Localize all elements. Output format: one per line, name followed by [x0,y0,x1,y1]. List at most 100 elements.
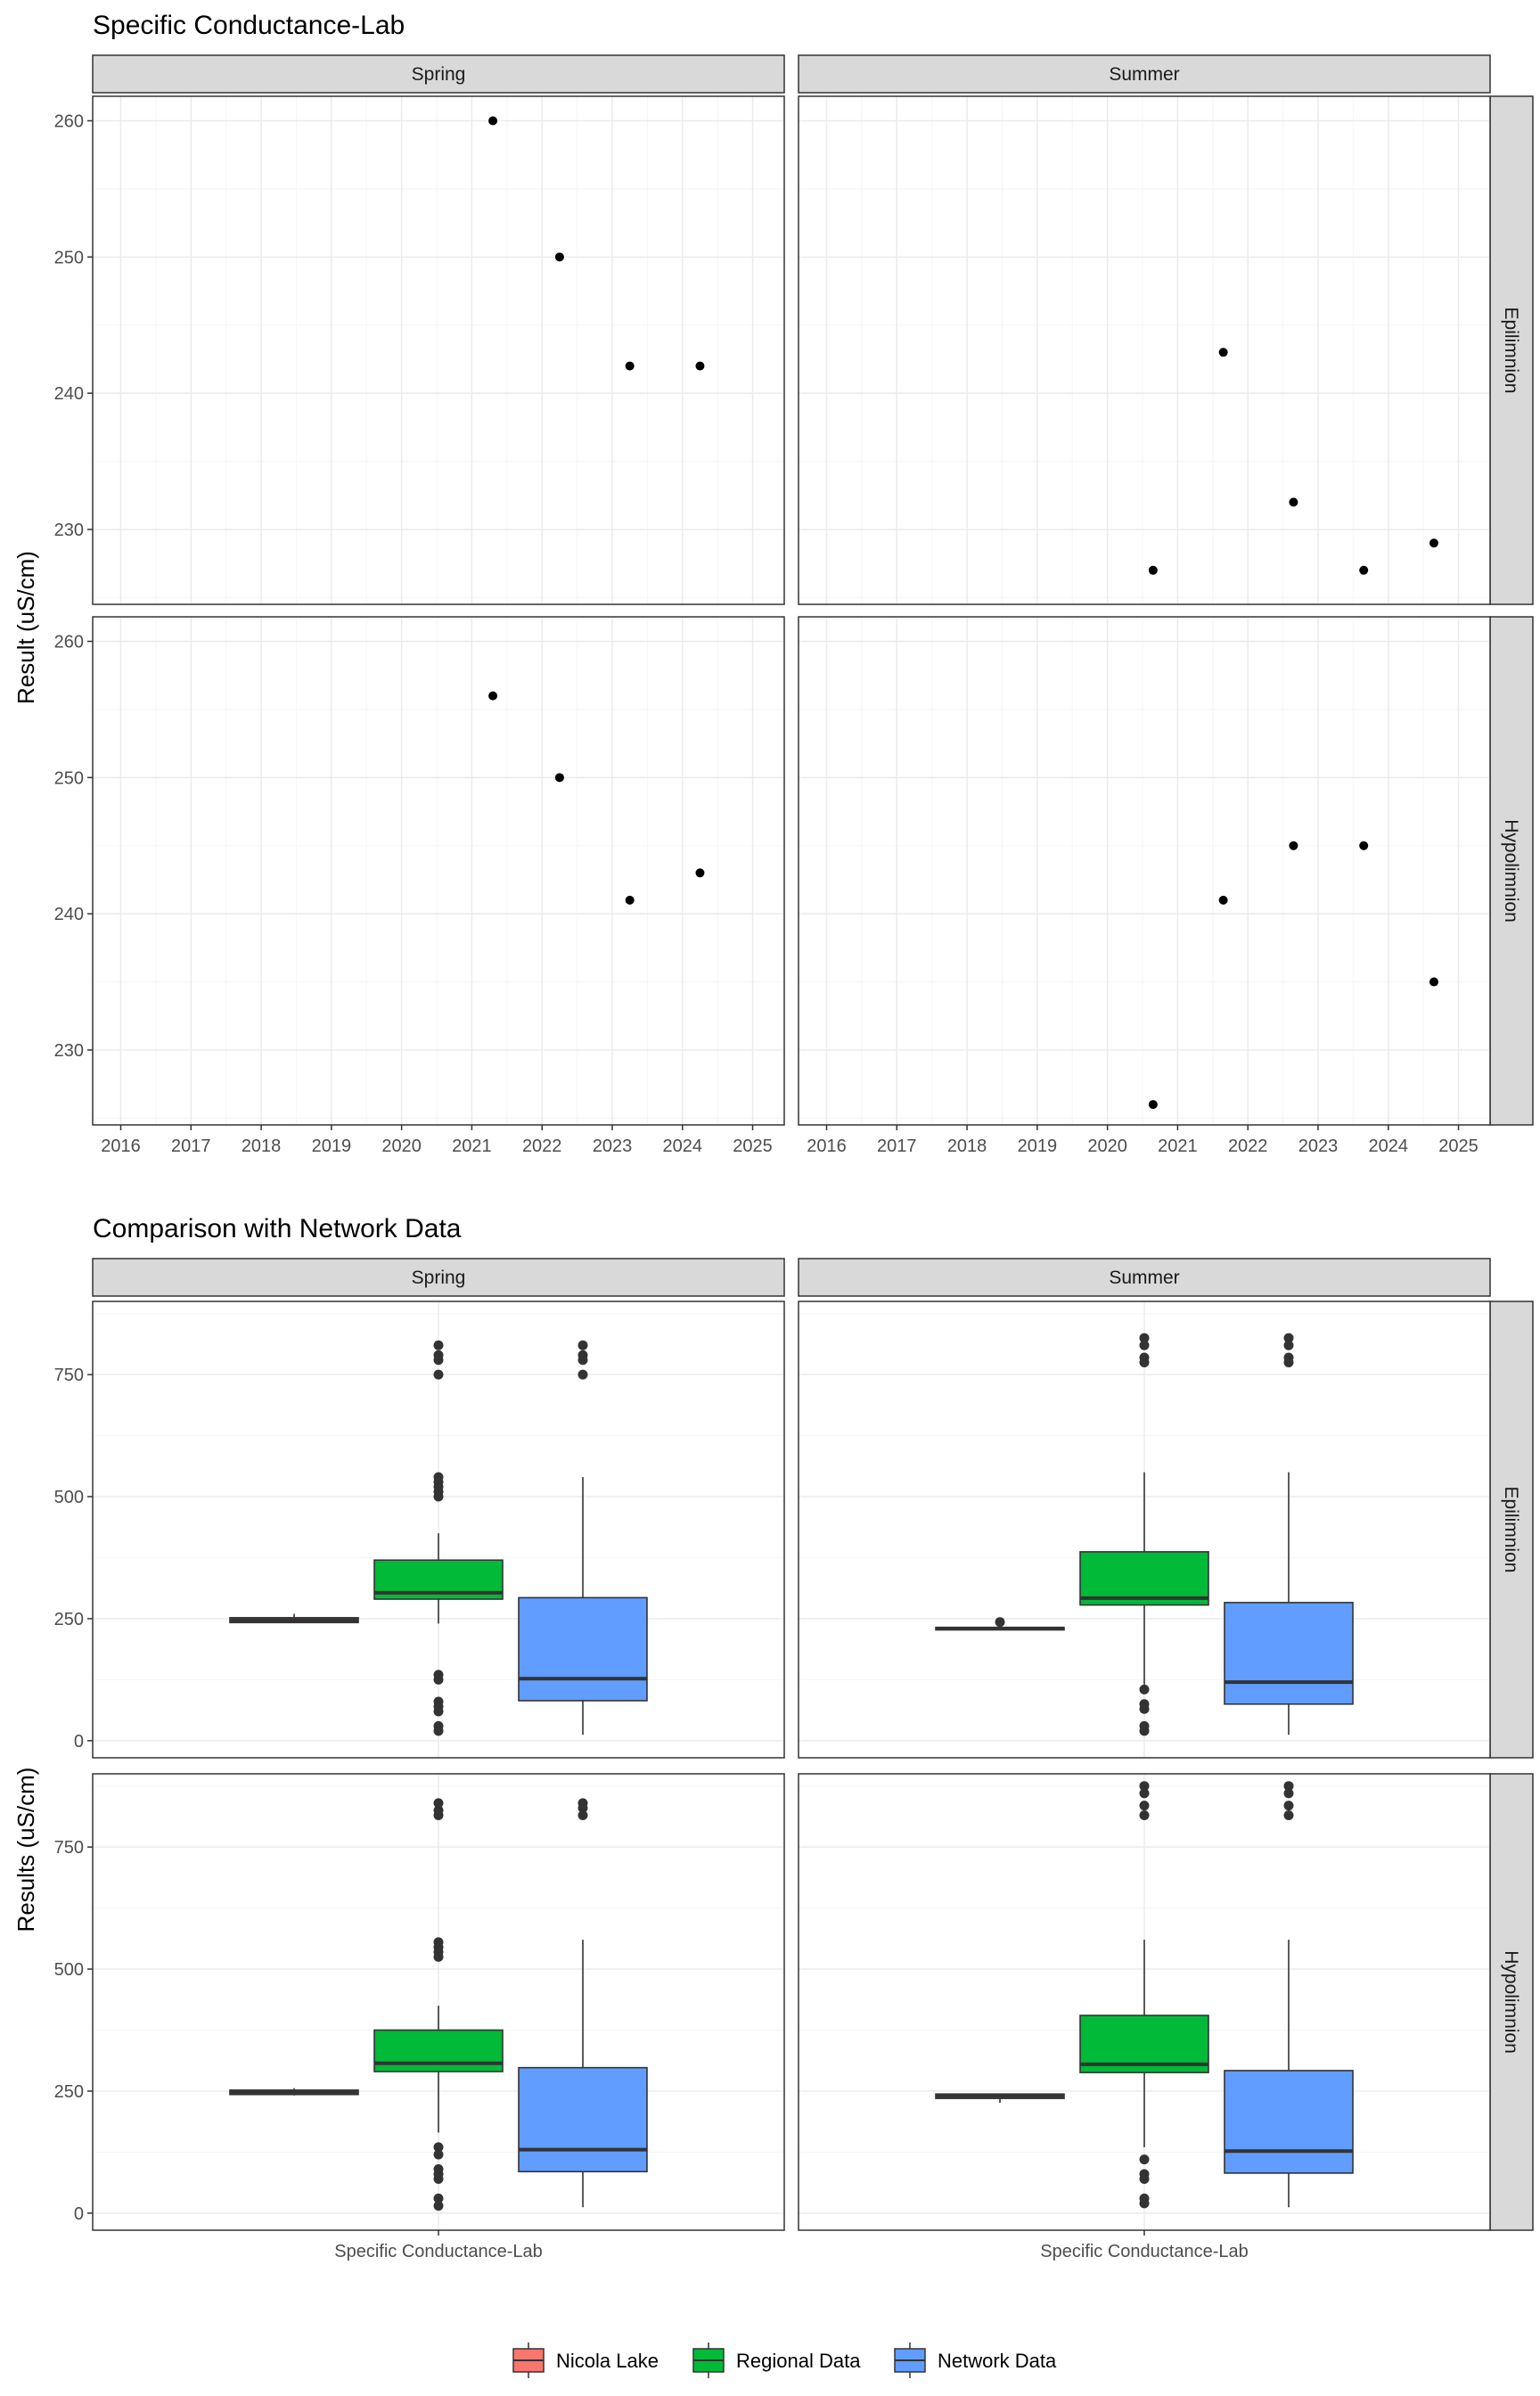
chart-2-row-strip-label: Epilimnion [1501,1487,1521,1573]
data-point [625,895,635,905]
legend-item-network-data: Network Data [894,2343,1057,2378]
x-tick-label: 2020 [1087,1136,1127,1156]
outlier-point [433,2174,444,2185]
box-body [1224,2070,1354,2174]
outlier-point [433,1369,444,1380]
x-tick-label: Specific Conductance-Lab [334,2242,542,2261]
legend-label: Network Data [938,2350,1057,2372]
y-tick-label: 0 [74,2204,84,2224]
outlier-point [1283,1340,1294,1350]
box-nicola-lake [229,1613,359,1624]
outlier-point [433,1798,444,1809]
outlier-point [1283,1810,1294,1821]
outlier-point [433,1706,444,1717]
x-tick-label: 2018 [947,1136,987,1156]
outlier-point [1139,1684,1150,1694]
legend-label: Nicola Lake [556,2350,659,2372]
chart-2-strip-label: Summer [1109,1268,1179,1288]
chart-1-strip-spring [92,54,785,94]
chart-2-row-strip-label: Hypolimnion [1501,1950,1521,2054]
data-point [1218,895,1228,905]
chart-1-y-axis-label: Result (uS/cm) [12,551,39,704]
x-tick-label: 2021 [452,1136,492,1156]
outlier-point [1139,2174,1150,2185]
x-tick-label: 2020 [381,1136,422,1156]
data-point [1218,348,1228,357]
chart-2-panel-summer-epilimnion [798,1301,1491,1759]
y-tick-label: 250 [54,768,84,788]
box-network-data [1224,1781,1354,2208]
y-tick-label: 250 [54,2082,84,2102]
chart-1-row-strip-label: Epilimnion [1501,308,1521,394]
box-body [373,2029,504,2072]
chart-2-y-axis-label: Results (uS/cm) [12,1768,39,1932]
outlier-point [1139,1357,1150,1367]
box-body [518,1596,648,1702]
x-tick-label: 2016 [101,1136,141,1156]
outlier-point [433,1491,444,1502]
chart-1-strip-summer [798,54,1491,94]
x-tick-label: 2025 [1438,1136,1479,1156]
outlier-point [433,2149,444,2160]
outlier-point [1139,1726,1150,1736]
outlier-point [1139,1333,1150,1343]
data-point [488,691,498,701]
y-tick-label: 240 [54,905,84,924]
box-network-data [518,1798,648,2208]
box-body [1079,1551,1209,1606]
outlier-point [433,1726,444,1736]
panel-border [798,95,1491,605]
outlier-point [578,1369,588,1380]
data-point [695,361,705,371]
x-tick-label: 2021 [1158,1136,1198,1156]
data-point [1148,1100,1158,1110]
panel-background [93,617,784,1125]
chart-2-title: Comparison with Network Data [93,1214,462,1243]
legend-label: Regional Data [736,2350,861,2372]
data-point [1289,841,1298,850]
chart-2-panel-summer-hypolimnion: Specific Conductance-Lab [798,1773,1491,2261]
chart-1-strip-epilimnion [1489,95,1534,605]
outlier-point [578,1340,588,1350]
box-network-data [1224,1333,1354,1735]
data-point [554,773,564,783]
chart-1-panel-summer-hypolimnion: 2016 2017 2018 2019 2020 2021 2022 2023 2024 2025 [798,616,1491,1156]
outlier-point [578,1355,588,1366]
x-tick-label: 2025 [733,1136,773,1156]
y-tick-label: 230 [54,1041,84,1061]
outlier-point [433,1355,444,1366]
y-tick-label: 240 [54,384,84,404]
box-regional-data [373,1340,504,1736]
legend-item-regional-data: Regional Data [692,2343,861,2378]
panel-background [93,96,784,604]
chart-1-strip-label: Summer [1109,64,1179,85]
outlier-point [995,1617,1005,1628]
outlier-point [433,1674,444,1685]
data-point [695,868,705,878]
outlier-point [1139,1340,1150,1350]
x-tick-label: 2024 [1369,1136,1409,1156]
box-regional-data [373,1798,504,2211]
outlier-point [1139,2154,1150,2165]
y-tick-label: 260 [54,633,84,652]
panel-border [92,1301,785,1759]
x-tick-label: 2017 [877,1136,917,1156]
legend: Nicola Lake Regional Data Network Data [512,2343,1057,2378]
chart-1-strip-label: Spring [412,64,466,85]
box-nicola-lake [935,1617,1065,1631]
chart-1-strip-hypolimnion [1489,616,1534,1126]
chart-1-panel-spring-hypolimnion: 230 240 250 260 2016 2017 2018 2019 2020 2021 2022… [54,616,785,1156]
x-tick-label: 2019 [312,1136,352,1156]
outlier-point [433,2142,444,2153]
panel-background [799,96,1490,604]
x-tick-label: 2018 [242,1136,282,1156]
panel-border [92,95,785,605]
data-point [1359,565,1369,575]
outlier-point [433,2201,444,2211]
outlier-point [1283,1801,1294,1811]
y-tick-label: 260 [54,112,84,132]
outlier-point [1283,1781,1294,1792]
panel-border [798,1301,1491,1759]
x-tick-label: 2024 [663,1136,703,1156]
outlier-point [578,1802,588,1813]
